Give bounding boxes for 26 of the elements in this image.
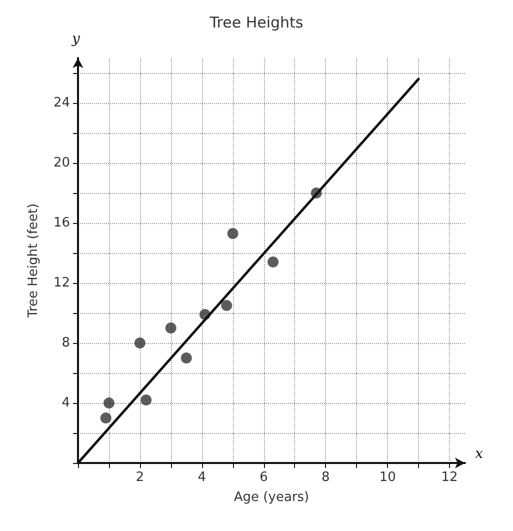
point (134, 338, 146, 348)
chart-title: Tree Heights (208, 14, 304, 32)
point (180, 352, 192, 364)
point (165, 322, 176, 334)
x-tick-label: 4 (198, 470, 206, 485)
y-tick-label: 8 (62, 336, 70, 350)
y-tick-label: 12 (53, 276, 70, 290)
y-tick-label: 16 (53, 216, 70, 230)
point (227, 228, 238, 239)
y-axis-title: Tree Height (feet) (26, 203, 41, 319)
x-tick-label: 12 (441, 470, 458, 485)
x-tick-label: 8 (322, 470, 330, 485)
x-tick-label: 6 (260, 470, 268, 485)
point (221, 300, 232, 311)
point (103, 398, 114, 408)
x-tick-label: 2 (136, 470, 144, 485)
y-tick-label: 24 (53, 96, 70, 110)
y-tick-label: 20 (53, 156, 70, 170)
point (140, 394, 152, 406)
y-tick-label: 4 (62, 396, 70, 410)
x-axis-title: Age (years) (234, 490, 310, 505)
text: x (475, 446, 484, 462)
text: y (71, 31, 81, 47)
x-tick-label: 10 (379, 470, 396, 485)
point (268, 256, 279, 268)
point (100, 412, 112, 424)
